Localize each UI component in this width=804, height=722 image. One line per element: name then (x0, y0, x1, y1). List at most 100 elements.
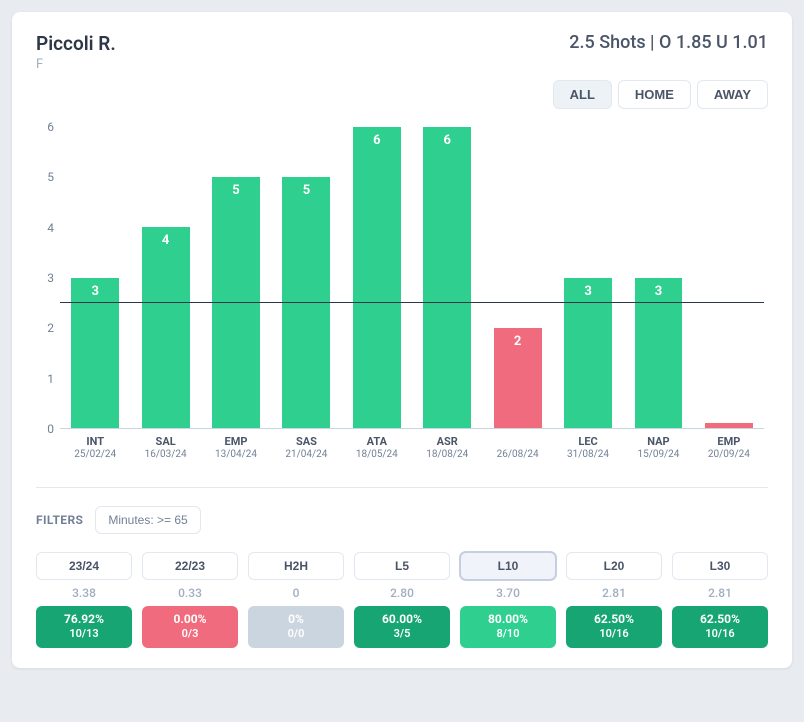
x-date: 15/09/24 (623, 448, 693, 461)
bar-col: 6 (342, 127, 412, 428)
bar[interactable]: 2 (494, 328, 542, 428)
stat-badge: 60.00%3/5 (354, 606, 450, 648)
stat-avg: 2.81 (566, 586, 662, 600)
stat-frac: 10/16 (566, 627, 662, 641)
bar-value-label: 3 (91, 284, 98, 299)
bar-col: 6 (412, 127, 482, 428)
stat-frac: 0/3 (142, 627, 238, 641)
tab-away[interactable]: AWAY (697, 80, 768, 109)
stat-button-23-24[interactable]: 23/24 (36, 552, 132, 580)
x-date: 25/02/24 (60, 448, 130, 461)
stat-button-l10[interactable]: L10 (460, 552, 556, 580)
x-team: LEC (553, 435, 623, 448)
x-team: INT (60, 435, 130, 448)
bar-col: 4 (130, 127, 200, 428)
target-line (60, 302, 764, 303)
x-label: SAS21/04/24 (271, 429, 341, 467)
stat-col: H2H 0 0%0/0 (248, 552, 344, 648)
y-axis: 0123456 (36, 127, 60, 429)
y-tick: 3 (47, 271, 54, 285)
tab-home[interactable]: HOME (618, 80, 691, 109)
x-team: SAL (130, 435, 200, 448)
stat-button-l5[interactable]: L5 (354, 552, 450, 580)
filter-chip[interactable]: Minutes: >= 65 (95, 506, 200, 534)
x-team: EMP (201, 435, 271, 448)
stat-frac: 8/10 (460, 627, 556, 641)
stat-pct: 76.92% (36, 612, 132, 627)
bar-value-label: 5 (232, 183, 239, 198)
x-label: ASR18/08/24 (412, 429, 482, 467)
bar-col: 3 (623, 127, 693, 428)
filters-title: FILTERS (36, 513, 83, 527)
bar[interactable]: 6 (423, 127, 471, 428)
venue-tabs: ALLHOMEAWAY (36, 80, 768, 109)
stat-avg: 2.80 (354, 586, 450, 600)
stat-pct: 60.00% (354, 612, 450, 627)
stat-avg: 0 (248, 586, 344, 600)
bar[interactable]: 6 (353, 127, 401, 428)
player-position: F (36, 57, 116, 72)
x-team: NAP (623, 435, 693, 448)
x-label: 26/08/24 (482, 429, 552, 467)
x-team (482, 435, 552, 448)
stat-frac: 3/5 (354, 627, 450, 641)
bar-value-label: 6 (444, 133, 451, 148)
x-label: INT25/02/24 (60, 429, 130, 467)
stat-pct: 0.00% (142, 612, 238, 627)
header-left: Piccoli R. F (36, 32, 116, 72)
x-date: 20/09/24 (694, 448, 764, 461)
bar[interactable]: 4 (142, 227, 190, 428)
tab-all[interactable]: ALL (553, 80, 612, 109)
bar-value-label: 4 (162, 233, 169, 248)
stat-pct: 62.50% (672, 612, 768, 627)
divider (36, 487, 768, 488)
bar-value-label: 5 (303, 183, 310, 198)
bar-col (694, 127, 764, 428)
bar[interactable]: 3 (71, 278, 119, 429)
stat-button-22-23[interactable]: 22/23 (142, 552, 238, 580)
stat-button-l20[interactable]: L20 (566, 552, 662, 580)
bar[interactable]: 3 (564, 278, 612, 429)
stat-button-h2h[interactable]: H2H (248, 552, 344, 580)
bars-container: 345566233 (60, 127, 764, 428)
stat-avg: 3.38 (36, 586, 132, 600)
stat-pct: 0% (248, 612, 344, 627)
y-tick: 0 (47, 422, 54, 436)
bar-value-label: 3 (584, 284, 591, 299)
card-header: Piccoli R. F 2.5 Shots | O 1.85 U 1.01 (36, 32, 768, 72)
stat-col: 22/230.330.00%0/3 (142, 552, 238, 648)
x-team: SAS (271, 435, 341, 448)
y-tick: 5 (47, 170, 54, 184)
stat-avg: 3.70 (460, 586, 556, 600)
x-date: 26/08/24 (482, 448, 552, 461)
stat-avg: 2.81 (672, 586, 768, 600)
stat-frac: 10/16 (672, 627, 768, 641)
stat-col: L30 2.81 62.50%10/16 (672, 552, 768, 648)
stats-row: 23/243.3876.92%10/1322/230.330.00%0/3H2H… (36, 552, 768, 648)
bar-col: 2 (482, 127, 552, 428)
bar[interactable] (705, 423, 753, 428)
bar-col: 5 (201, 127, 271, 428)
bar-col: 5 (271, 127, 341, 428)
stat-badge: 80.00%8/10 (460, 606, 556, 648)
bar-col: 3 (60, 127, 130, 428)
x-team: EMP (694, 435, 764, 448)
stat-badge: 76.92%10/13 (36, 606, 132, 648)
x-label: SAL16/03/24 (130, 429, 200, 467)
player-card: Piccoli R. F 2.5 Shots | O 1.85 U 1.01 A… (12, 12, 792, 668)
x-label: EMP13/04/24 (201, 429, 271, 467)
chart-plot: 345566233 (60, 127, 764, 429)
x-date: 21/04/24 (271, 448, 341, 461)
x-date: 18/05/24 (342, 448, 412, 461)
stat-pct: 62.50% (566, 612, 662, 627)
x-label: NAP15/09/24 (623, 429, 693, 467)
stat-button-l30[interactable]: L30 (672, 552, 768, 580)
x-team: ATA (342, 435, 412, 448)
bar[interactable]: 3 (635, 278, 683, 429)
stat-frac: 0/0 (248, 627, 344, 641)
shots-chart: 0123456 345566233 INT25/02/24SAL16/03/24… (36, 127, 768, 467)
player-name: Piccoli R. (36, 32, 116, 55)
odds-line: 2.5 Shots | O 1.85 U 1.01 (569, 32, 768, 53)
x-label: ATA18/05/24 (342, 429, 412, 467)
stat-badge: 62.50%10/16 (672, 606, 768, 648)
